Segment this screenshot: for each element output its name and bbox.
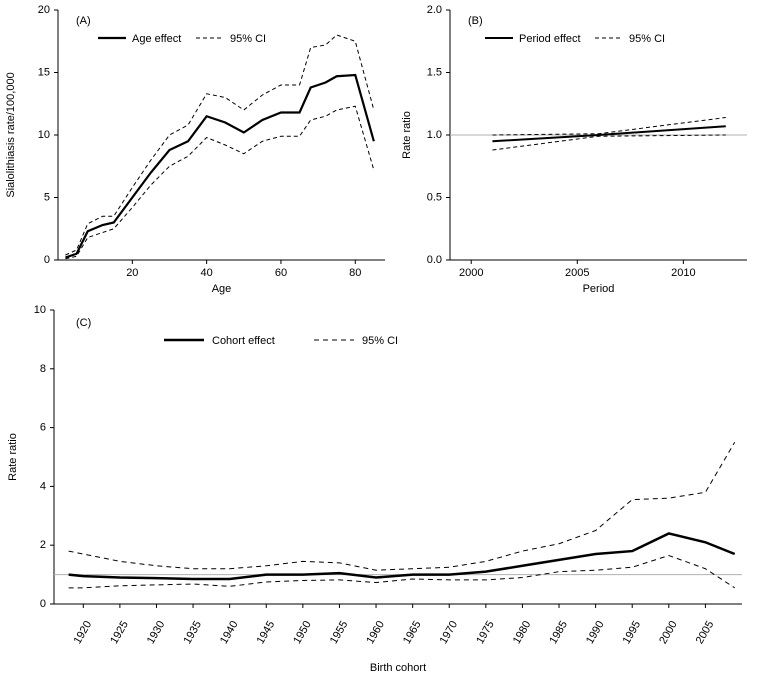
svg-text:2.0: 2.0 — [427, 4, 442, 16]
legend-a-solid: Age effect — [132, 33, 181, 45]
svg-text:0.5: 0.5 — [427, 192, 442, 204]
svg-text:2000: 2000 — [459, 267, 483, 279]
svg-text:1985: 1985 — [547, 619, 570, 646]
svg-text:1975: 1975 — [474, 619, 497, 646]
svg-text:1980: 1980 — [511, 619, 534, 646]
svg-text:10: 10 — [38, 129, 50, 141]
svg-text:1995: 1995 — [621, 619, 644, 646]
svg-text:1920: 1920 — [72, 619, 95, 646]
svg-text:20: 20 — [126, 267, 138, 279]
svg-text:1935: 1935 — [181, 619, 204, 646]
svg-text:1990: 1990 — [584, 619, 607, 646]
svg-text:1960: 1960 — [364, 619, 387, 646]
svg-text:8: 8 — [40, 363, 46, 375]
svg-text:2: 2 — [40, 539, 46, 551]
svg-text:15: 15 — [38, 67, 50, 79]
panel-b: Rate ratio Period (B) 0.0 0.5 1.0 1.5 2.0 2000 20… — [395, 0, 757, 300]
svg-text:1950: 1950 — [291, 619, 314, 646]
svg-text:1970: 1970 — [438, 619, 461, 646]
svg-text:1.5: 1.5 — [427, 67, 442, 79]
svg-text:1940: 1940 — [218, 619, 241, 646]
panel-c-ci-lower — [69, 555, 735, 587]
panel-b-main — [492, 126, 725, 141]
panel-c-ylabel: Rate ratio — [7, 433, 19, 481]
svg-text:2005: 2005 — [694, 619, 717, 646]
panel-b-ci-upper — [492, 118, 725, 136]
svg-text:10: 10 — [34, 304, 46, 316]
panel-b-ylabel: Rate ratio — [401, 111, 413, 159]
svg-text:1.0: 1.0 — [427, 129, 442, 141]
panel-b-xlabel: Period — [583, 283, 615, 295]
svg-text:0: 0 — [44, 254, 50, 266]
svg-text:40: 40 — [201, 267, 213, 279]
svg-text:80: 80 — [349, 267, 361, 279]
svg-text:0: 0 — [40, 598, 46, 610]
panel-a-ci-lower — [65, 106, 373, 259]
panel-c-main — [69, 533, 735, 579]
panel-a-main — [65, 75, 373, 258]
svg-text:20: 20 — [38, 4, 50, 16]
svg-text:0.0: 0.0 — [427, 254, 442, 266]
panel-c-xlabel: Birth cohort — [370, 662, 426, 674]
svg-text:2000: 2000 — [657, 619, 680, 646]
svg-text:1965: 1965 — [401, 619, 424, 646]
legend-b-solid: Period effect — [519, 33, 581, 45]
svg-text:1930: 1930 — [145, 619, 168, 646]
panel-a-ylabel: Sialolithiasis rate/100,000 — [5, 72, 17, 197]
svg-text:60: 60 — [275, 267, 287, 279]
svg-text:2005: 2005 — [565, 267, 589, 279]
svg-text:1925: 1925 — [108, 619, 131, 646]
legend-c-solid: Cohort effect — [212, 335, 275, 347]
svg-text:2010: 2010 — [671, 267, 695, 279]
panel-a: Sialolithiasis rate/100,000 Age (A) 0 5 10 15 2… — [0, 0, 395, 300]
legend-b-dashed: 95% CI — [629, 33, 665, 45]
svg-text:4: 4 — [40, 480, 46, 492]
panel-a-title: (A) — [76, 15, 91, 27]
panel-a-xlabel: Age — [212, 283, 232, 295]
svg-text:1945: 1945 — [255, 619, 278, 646]
panel-b-title: (B) — [468, 15, 483, 27]
legend-c-dashed: 95% CI — [362, 335, 398, 347]
legend-a-dashed: 95% CI — [230, 33, 266, 45]
svg-text:1955: 1955 — [328, 619, 351, 646]
svg-text:5: 5 — [44, 192, 50, 204]
svg-text:6: 6 — [40, 422, 46, 434]
panel-b-ci-lower — [492, 135, 725, 150]
panel-c-title: (C) — [76, 317, 91, 329]
panel-c: Rate ratio Birth cohort (C) 0 2 4 6 8 10 1920 1925… — [0, 300, 757, 679]
